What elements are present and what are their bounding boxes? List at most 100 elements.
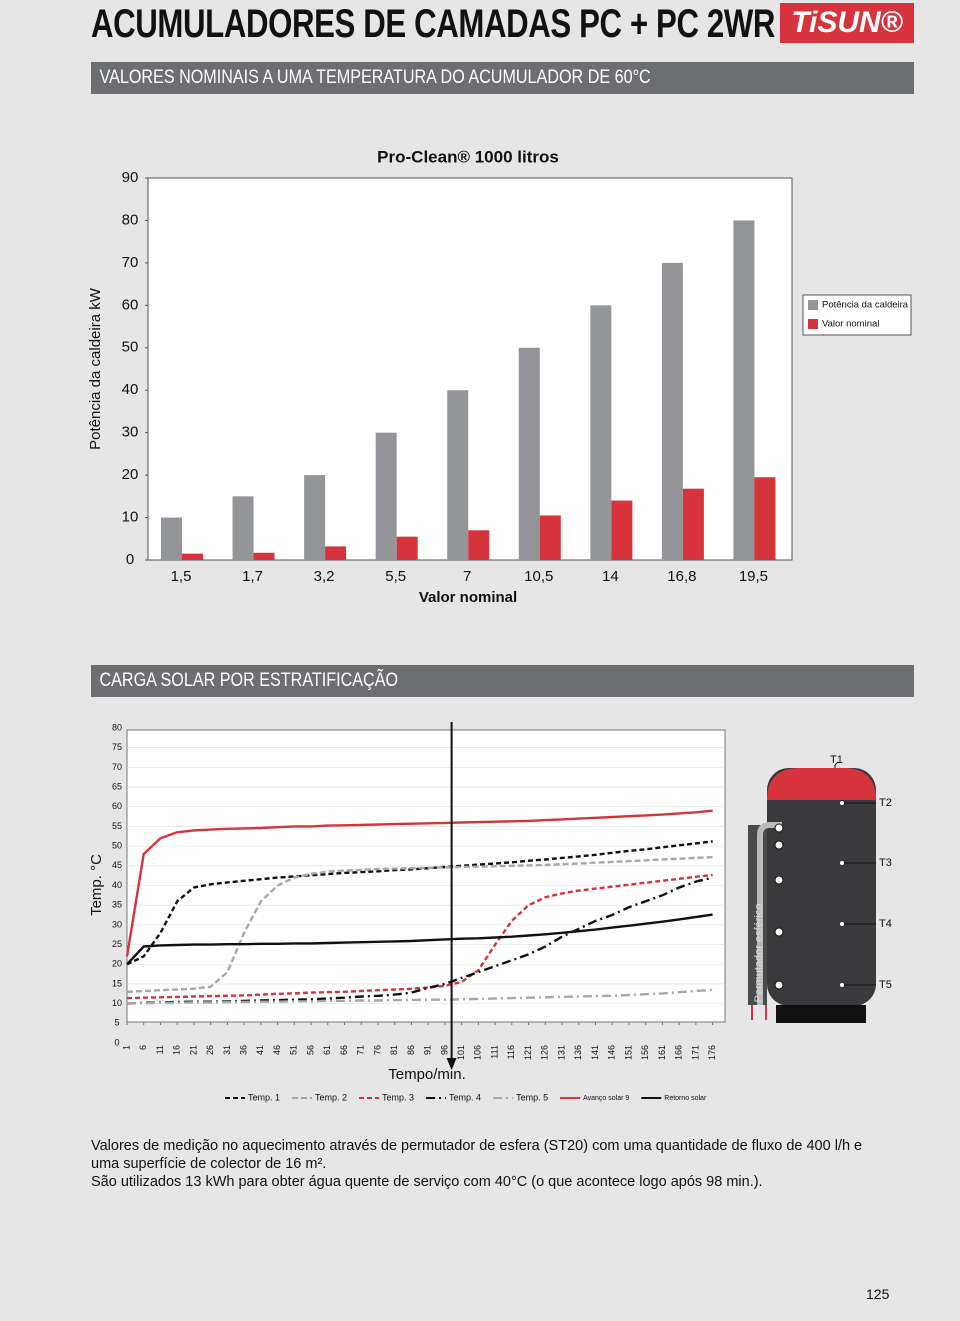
x-tick-label: 106: [473, 1045, 483, 1060]
y-tick-label: 60: [122, 296, 139, 313]
legend-label: Temp. 3: [382, 1092, 414, 1102]
x-tick-label: 76: [372, 1045, 382, 1055]
sensor-label: T4: [879, 918, 892, 930]
line-series: [126, 988, 713, 1005]
y-tick-label: 30: [112, 919, 122, 929]
section-header: VALORES NOMINAIS A UMA TEMPERATURA DO AC…: [91, 62, 914, 94]
x-tick-label: 51: [289, 1045, 299, 1055]
x-tick-label: 126: [540, 1045, 550, 1060]
legend-label: Temp. 1: [248, 1092, 280, 1102]
bar: [611, 500, 633, 560]
x-tick-label: 41: [255, 1045, 265, 1055]
x-tick-label: 1,5: [171, 568, 192, 585]
x-tick-label: 46: [272, 1045, 282, 1055]
plot-area: [126, 729, 726, 1023]
x-tick-label: 166: [674, 1045, 684, 1060]
bar: [375, 432, 397, 560]
x-tick-label: 3,2: [314, 568, 335, 585]
legend-label: Temp. 4: [449, 1092, 481, 1102]
pipe: [757, 822, 782, 1005]
connector: [774, 927, 784, 937]
x-tick-label: 111: [489, 1045, 499, 1059]
sensor-label: T5: [879, 979, 892, 991]
y-tick-label: 25: [112, 939, 122, 949]
y-tick-label: 40: [112, 880, 122, 890]
y-axis-label: Temp. °C: [88, 854, 105, 916]
section-title: VALORES NOMINAIS A UMA TEMPERATURA DO AC…: [99, 67, 651, 88]
y-tick-label: 65: [112, 781, 122, 791]
tank-body: [767, 768, 876, 1006]
connector: [774, 875, 784, 885]
x-tick-label: 1,7: [242, 568, 263, 585]
y-tick-label: 35: [112, 900, 122, 910]
tank-diagram: T1 T2 T3 T4 T5 Permutador esférico: [748, 754, 892, 1023]
body-text: Valores de medição no aquecimento atravé…: [91, 1137, 891, 1191]
line-series: [126, 873, 713, 1000]
y-tick-label: 0: [126, 551, 134, 568]
x-tick-label: 136: [573, 1045, 583, 1060]
connector: [774, 980, 784, 990]
bar: [304, 475, 326, 560]
bar: [539, 515, 561, 560]
sensor-label: T1: [830, 754, 843, 766]
x-tick-label: 16: [172, 1045, 182, 1055]
connector: [774, 840, 784, 850]
section-header: CARGA SOLAR POR ESTRATIFICAÇÃO: [91, 665, 914, 697]
y-tick-label: 30: [122, 424, 139, 441]
y-tick-label: 50: [122, 339, 139, 356]
x-tick-label: 11: [155, 1045, 165, 1054]
x-tick-label: 16,8: [667, 568, 696, 585]
y-axis-label: Potência da caldeira kW: [87, 287, 104, 450]
sensor-label: T2: [879, 797, 892, 809]
bar: [661, 262, 683, 560]
bar: [468, 530, 490, 560]
bar: [754, 477, 776, 560]
legend-label: Avanço solar 9: [583, 1095, 629, 1102]
x-tick-label: 131: [556, 1045, 566, 1060]
bar: [325, 546, 347, 560]
sensor-line: [834, 761, 839, 766]
y-tick-label: 80: [122, 211, 139, 228]
bar: [518, 347, 540, 560]
legend-label: Valor nominal: [822, 319, 879, 330]
y-tick-label: 20: [112, 959, 122, 969]
bar: [182, 553, 203, 560]
x-tick-label: 31: [222, 1045, 232, 1055]
sensor: [840, 983, 844, 987]
x-tick-label: 21: [188, 1045, 198, 1055]
x-tick-label: 36: [238, 1045, 248, 1055]
sensor-label: T3: [879, 857, 892, 869]
tank-hot-zone: [767, 768, 876, 800]
y-tick-label: 60: [112, 801, 122, 811]
chart-title: Pro-Clean® 1000 litros: [377, 147, 559, 166]
y-tick-label: 10: [122, 509, 139, 526]
y-tick-label: 90: [122, 169, 139, 186]
y-tick-label: 40: [122, 381, 139, 398]
x-tick-label: 26: [205, 1045, 215, 1055]
sensor: [840, 861, 844, 865]
sensor: [840, 801, 844, 805]
y-tick-label: 45: [112, 860, 122, 870]
bar: [253, 552, 275, 560]
x-tick-label: 116: [506, 1045, 516, 1059]
y-tick-label: 20: [122, 466, 139, 483]
x-tick-label: 96: [439, 1045, 449, 1055]
x-tick-label: 7: [463, 568, 471, 585]
legend-box: [802, 294, 912, 336]
x-tick-label: 14: [602, 568, 619, 585]
sensor: [840, 922, 844, 926]
y-tick-label: 10: [112, 998, 122, 1008]
line-series: [126, 855, 713, 993]
x-tick-label: 19,5: [739, 568, 768, 585]
x-tick-label: 5,5: [385, 568, 406, 585]
tank-base: [776, 1005, 866, 1023]
x-tick-label: 156: [640, 1045, 650, 1060]
line-series: [126, 913, 713, 966]
paragraph: São utilizados 13 kWh para obter água qu…: [91, 1174, 763, 1190]
x-tick-label: 121: [523, 1045, 533, 1060]
y-tick-label: 0: [114, 1037, 119, 1047]
bar: [590, 305, 612, 560]
y-tick-label: 80: [112, 722, 122, 732]
y-tick-label: 70: [112, 762, 122, 772]
